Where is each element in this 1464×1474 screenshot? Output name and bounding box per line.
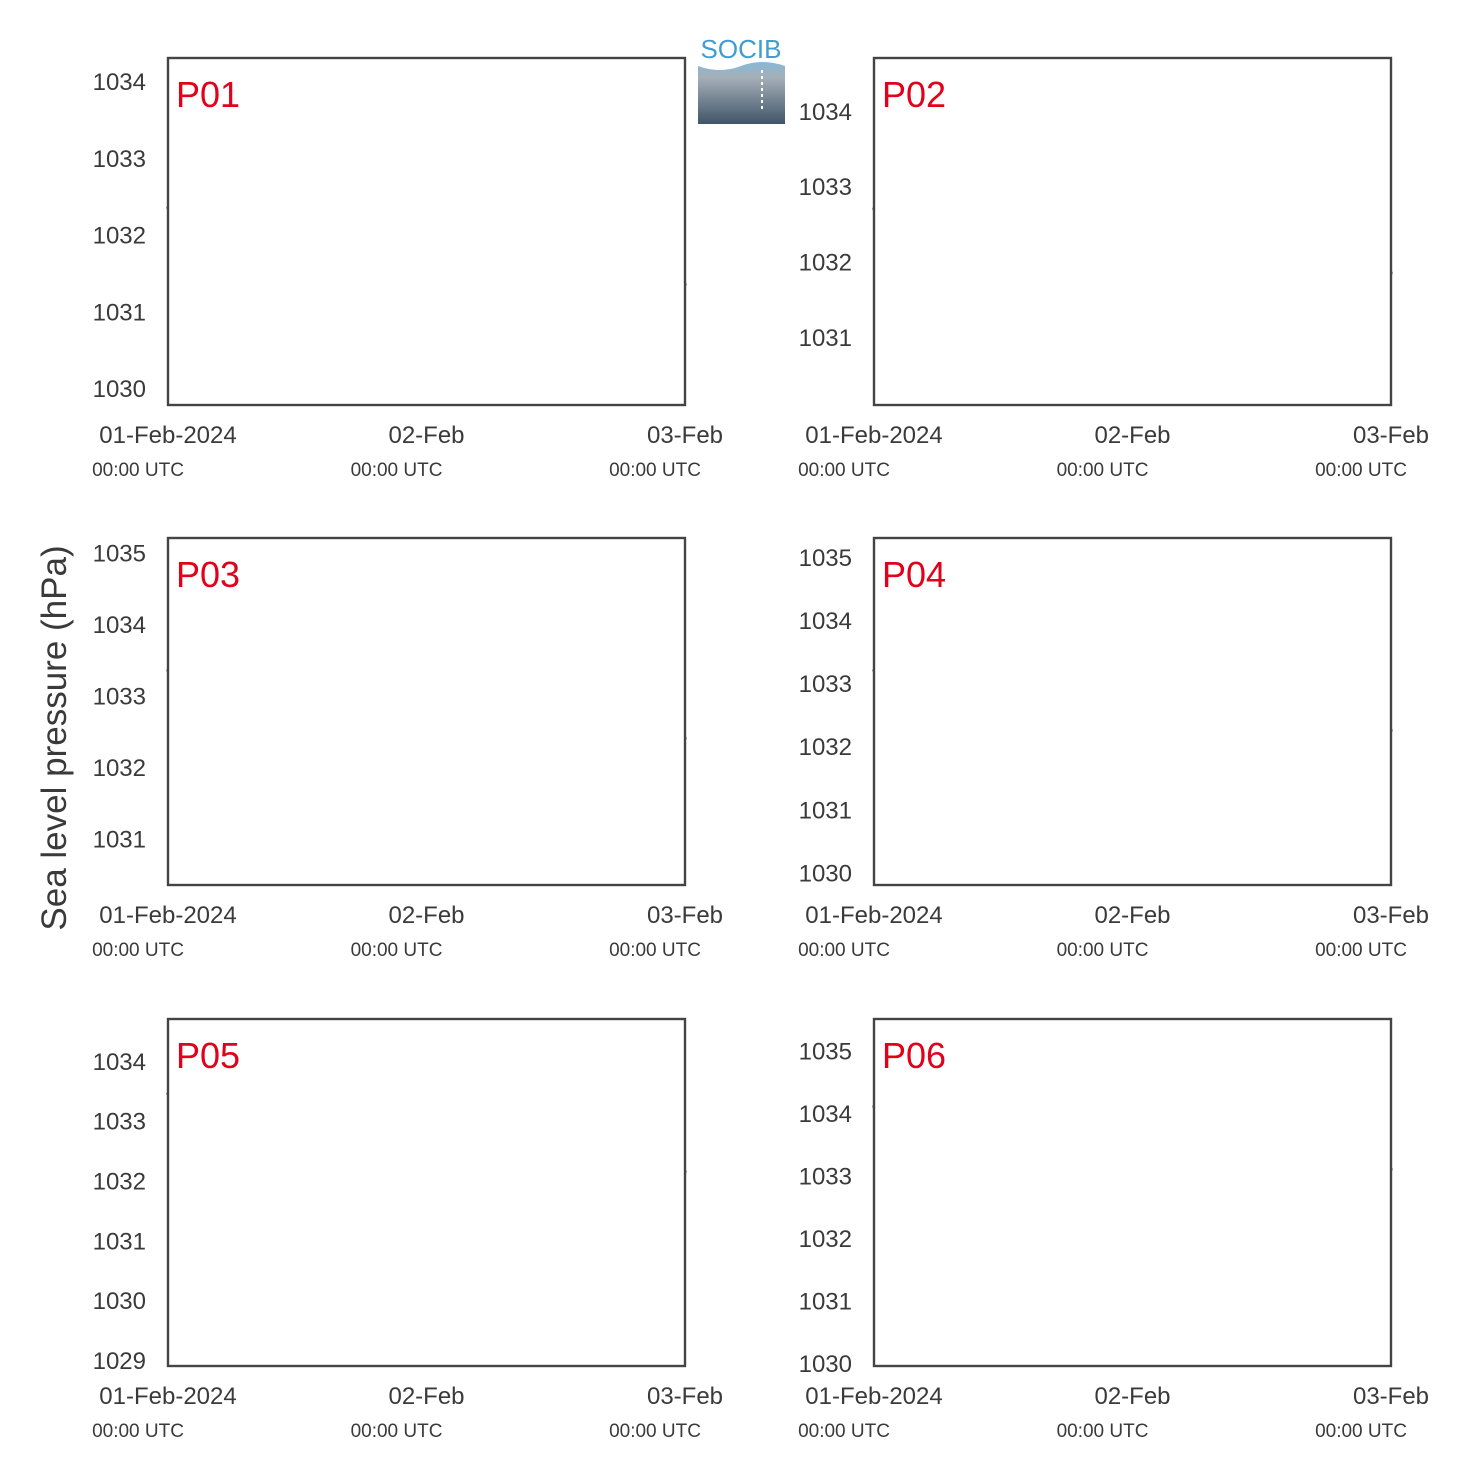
x-tick-date-label: 02-Feb [1094,422,1170,449]
x-tick-date-label: 02-Feb [1094,1383,1170,1410]
y-tick-label: 1034 [799,608,852,635]
y-tick-label: 1033 [799,1163,852,1190]
y-tick-label: 1031 [799,325,852,352]
station-label: P03 [176,554,240,595]
x-tick-date-label: 01-Feb-2024 [99,902,236,929]
x-tick-date-label: 02-Feb [388,902,464,929]
y-tick-label: 1032 [93,223,146,250]
y-tick-label: 1029 [93,1348,146,1375]
chart-panel-p03: 1031 1032 1033 1034 1035 01-Feb-2024 00:00 UTC… [92,536,723,961]
chart-panel-p02: 1031 1032 1033 1034 01-Feb-2024 00:00 UTC 02-F… [798,56,1429,481]
y-axis-label: Sea level pressure (hPa) [35,545,74,930]
socib-logo-emblem [698,62,785,124]
plot-frame [872,536,1393,887]
plot-frame [166,56,687,407]
station-label: P06 [882,1035,946,1076]
chart-panel-p05: 1029 1030 1031 1032 1033 1034 01-Feb-2024 00:00… [92,1017,723,1442]
chart-panel-p06: 1030 1031 1032 1033 1034 1035 01-Feb-2024 00:00… [798,1017,1429,1442]
x-tick-date-label: 01-Feb-2024 [805,1383,942,1410]
x-tick-date-label: 03-Feb [647,422,723,449]
y-tick-label: 1032 [799,734,852,761]
y-tick-label: 1033 [799,174,852,201]
x-tick-date-label: 03-Feb [1353,902,1429,929]
x-tick-date-label: 01-Feb-2024 [99,422,236,449]
x-tick-time-label: 00:00 UTC [1057,1421,1149,1442]
station-label: P02 [882,74,946,115]
x-tick-date-label: 03-Feb [1353,1383,1429,1410]
x-tick-date-label: 02-Feb [388,1383,464,1410]
y-tick-label: 1033 [93,146,146,173]
y-tick-label: 1034 [93,612,146,639]
y-tick-label: 1031 [799,797,852,824]
x-tick-date-label: 03-Feb [647,1383,723,1410]
y-tick-label: 1031 [93,826,146,853]
x-tick-time-label: 00:00 UTC [351,460,443,481]
socib-logo-text: SOCIB [701,34,782,64]
x-tick-time-label: 00:00 UTC [1315,1421,1407,1442]
x-tick-time-label: 00:00 UTC [351,1421,443,1442]
y-tick-label: 1034 [93,1049,146,1076]
station-label: P04 [882,554,946,595]
y-tick-label: 1035 [799,1038,852,1065]
chart-panel-p01: 1030 1031 1032 1033 1034 01-Feb-2024 00:00 UTC… [92,56,723,481]
x-tick-time-label: 00:00 UTC [351,940,443,961]
y-tick-label: 1031 [799,1288,852,1315]
x-tick-time-label: 00:00 UTC [798,940,890,961]
x-tick-time-label: 00:00 UTC [609,940,701,961]
x-tick-time-label: 00:00 UTC [92,460,184,481]
y-tick-label: 1032 [93,1169,146,1196]
x-tick-date-label: 01-Feb-2024 [99,1383,236,1410]
plot-frame [872,1017,1393,1368]
x-tick-date-label: 01-Feb-2024 [805,902,942,929]
y-tick-label: 1033 [93,683,146,710]
x-tick-time-label: 00:00 UTC [1057,940,1149,961]
x-tick-date-label: 03-Feb [647,902,723,929]
x-tick-time-label: 00:00 UTC [798,460,890,481]
y-tick-label: 1034 [93,69,146,96]
x-tick-time-label: 00:00 UTC [1315,460,1407,481]
socib-logo: SOCIB [698,34,785,124]
y-tick-label: 1030 [93,1288,146,1315]
x-tick-date-label: 02-Feb [388,422,464,449]
y-tick-label: 1032 [799,1226,852,1253]
x-tick-time-label: 00:00 UTC [1315,940,1407,961]
y-tick-label: 1034 [799,99,852,126]
x-tick-time-label: 00:00 UTC [798,1421,890,1442]
x-tick-date-label: 03-Feb [1353,422,1429,449]
panels-group: 1030 1031 1032 1033 1034 01-Feb-2024 00:00 UTC… [92,56,1429,1442]
y-tick-label: 1030 [799,1351,852,1378]
plot-frame [872,56,1393,407]
x-tick-date-label: 01-Feb-2024 [805,422,942,449]
x-tick-time-label: 00:00 UTC [92,1421,184,1442]
chart-panel-p04: 1030 1031 1032 1033 1034 1035 01-Feb-2024 00:00… [798,536,1429,961]
y-tick-label: 1031 [93,1228,146,1255]
y-tick-label: 1033 [93,1109,146,1136]
x-tick-time-label: 00:00 UTC [609,460,701,481]
y-tick-label: 1030 [799,860,852,887]
station-label: P05 [176,1035,240,1076]
y-tick-label: 1030 [93,376,146,403]
x-tick-time-label: 00:00 UTC [92,940,184,961]
y-tick-label: 1032 [93,755,146,782]
y-tick-label: 1031 [93,299,146,326]
y-tick-label: 1034 [799,1101,852,1128]
plot-frame [166,1017,687,1368]
x-tick-date-label: 02-Feb [1094,902,1170,929]
y-tick-label: 1035 [93,540,146,567]
y-tick-label: 1032 [799,250,852,277]
y-tick-label: 1035 [799,545,852,572]
x-tick-time-label: 00:00 UTC [609,1421,701,1442]
plot-frame [166,536,687,887]
y-tick-label: 1033 [799,671,852,698]
station-label: P01 [176,74,240,115]
x-tick-time-label: 00:00 UTC [1057,460,1149,481]
